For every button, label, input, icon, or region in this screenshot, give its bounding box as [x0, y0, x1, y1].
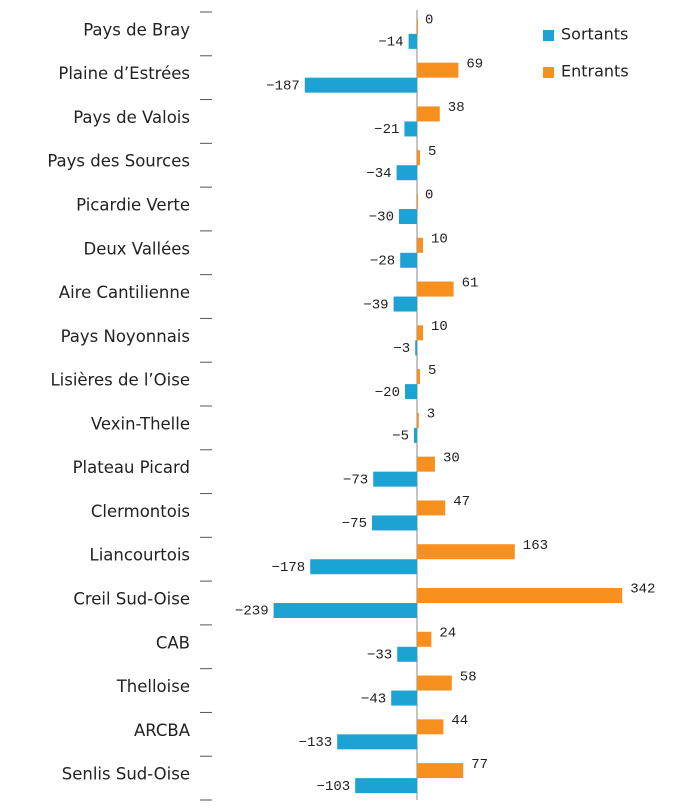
bar [417, 237, 423, 253]
value-label: −43 [361, 691, 386, 707]
bar [417, 631, 432, 647]
value-label: 0 [425, 13, 433, 29]
value-label: −133 [299, 735, 333, 751]
value-label: 24 [439, 625, 456, 641]
bar [417, 500, 446, 516]
value-label: −103 [317, 779, 351, 795]
bar [408, 33, 417, 49]
bar [417, 412, 419, 428]
value-label: −34 [366, 166, 391, 182]
legend-label: Sortants [561, 25, 628, 44]
value-label: 10 [431, 231, 448, 247]
legend-swatch [543, 67, 554, 78]
value-label: 5 [428, 144, 436, 160]
value-label: 44 [451, 713, 468, 729]
value-label: 163 [523, 538, 548, 554]
value-label: 3 [427, 407, 435, 423]
bar [373, 471, 417, 487]
value-label: −20 [375, 385, 400, 401]
bar [417, 763, 464, 779]
value-label: 47 [453, 494, 470, 510]
category-label: ARCBA [134, 721, 191, 740]
category-label: Pays de Bray [83, 20, 190, 39]
bar [417, 18, 418, 34]
category-label: Vexin-Thelle [91, 414, 190, 433]
bar [396, 165, 417, 181]
category-label: Pays Noyonnais [61, 327, 190, 346]
value-label: −33 [367, 647, 392, 663]
bar [399, 209, 417, 224]
value-label: −14 [378, 35, 403, 51]
category-label: Picardie Verte [76, 196, 190, 215]
bar [417, 675, 452, 691]
value-label: 5 [428, 363, 436, 379]
value-label: −239 [235, 604, 269, 620]
value-label: 58 [460, 669, 477, 685]
bar [417, 456, 435, 472]
bar [337, 734, 417, 750]
bar [310, 559, 417, 575]
category-label: Thelloise [116, 677, 190, 696]
category-label: Clermontois [91, 502, 190, 521]
value-label: 30 [443, 450, 460, 466]
bar [417, 150, 420, 166]
value-label: 77 [471, 757, 488, 773]
value-label: −28 [370, 253, 395, 269]
bar [417, 588, 623, 603]
bar [405, 384, 417, 400]
value-label: −3 [393, 341, 410, 357]
legend-label: Entrants [561, 62, 629, 81]
category-label: Lisières de l’Oise [50, 371, 190, 390]
value-label: −73 [343, 472, 368, 488]
bar [304, 77, 417, 93]
bar [372, 515, 417, 531]
category-label: Liancourtois [90, 546, 191, 565]
value-label: −178 [272, 560, 306, 576]
category-label: Creil Sud-Oise [73, 590, 190, 609]
bar [417, 106, 440, 122]
category-label: Pays des Sources [47, 152, 190, 171]
value-label: 69 [466, 56, 483, 72]
bar [393, 296, 417, 312]
value-label: 342 [630, 582, 655, 598]
value-label: −5 [392, 429, 409, 445]
bar [417, 281, 454, 297]
bar [417, 544, 515, 560]
category-label: Plateau Picard [73, 458, 190, 477]
category-label: Senlis Sud-Oise [62, 765, 190, 784]
value-label: 0 [425, 188, 433, 204]
value-label: 61 [462, 275, 479, 291]
bar [417, 194, 418, 209]
value-label: −75 [342, 516, 367, 532]
category-label: Aire Cantilienne [59, 283, 190, 302]
bar [417, 369, 420, 385]
bar [400, 252, 417, 268]
bar [273, 603, 417, 618]
value-label: −30 [369, 210, 394, 226]
bar [391, 690, 417, 706]
value-label: −21 [374, 122, 399, 138]
bar [417, 325, 423, 341]
bar [414, 427, 417, 443]
category-label: Plaine d’Estrées [58, 64, 190, 83]
value-label: −187 [266, 78, 300, 94]
legend-swatch [543, 30, 554, 41]
category-label: CAB [156, 633, 190, 652]
value-label: −39 [363, 297, 388, 313]
bar [397, 646, 417, 662]
bar [415, 340, 417, 356]
bar [355, 778, 417, 794]
bar [417, 719, 444, 735]
bar [417, 62, 459, 78]
value-label: 38 [448, 100, 465, 116]
category-label: Pays de Valois [73, 108, 190, 127]
bar [404, 121, 417, 137]
category-label: Deux Vallées [83, 239, 190, 258]
value-label: 10 [431, 319, 448, 335]
